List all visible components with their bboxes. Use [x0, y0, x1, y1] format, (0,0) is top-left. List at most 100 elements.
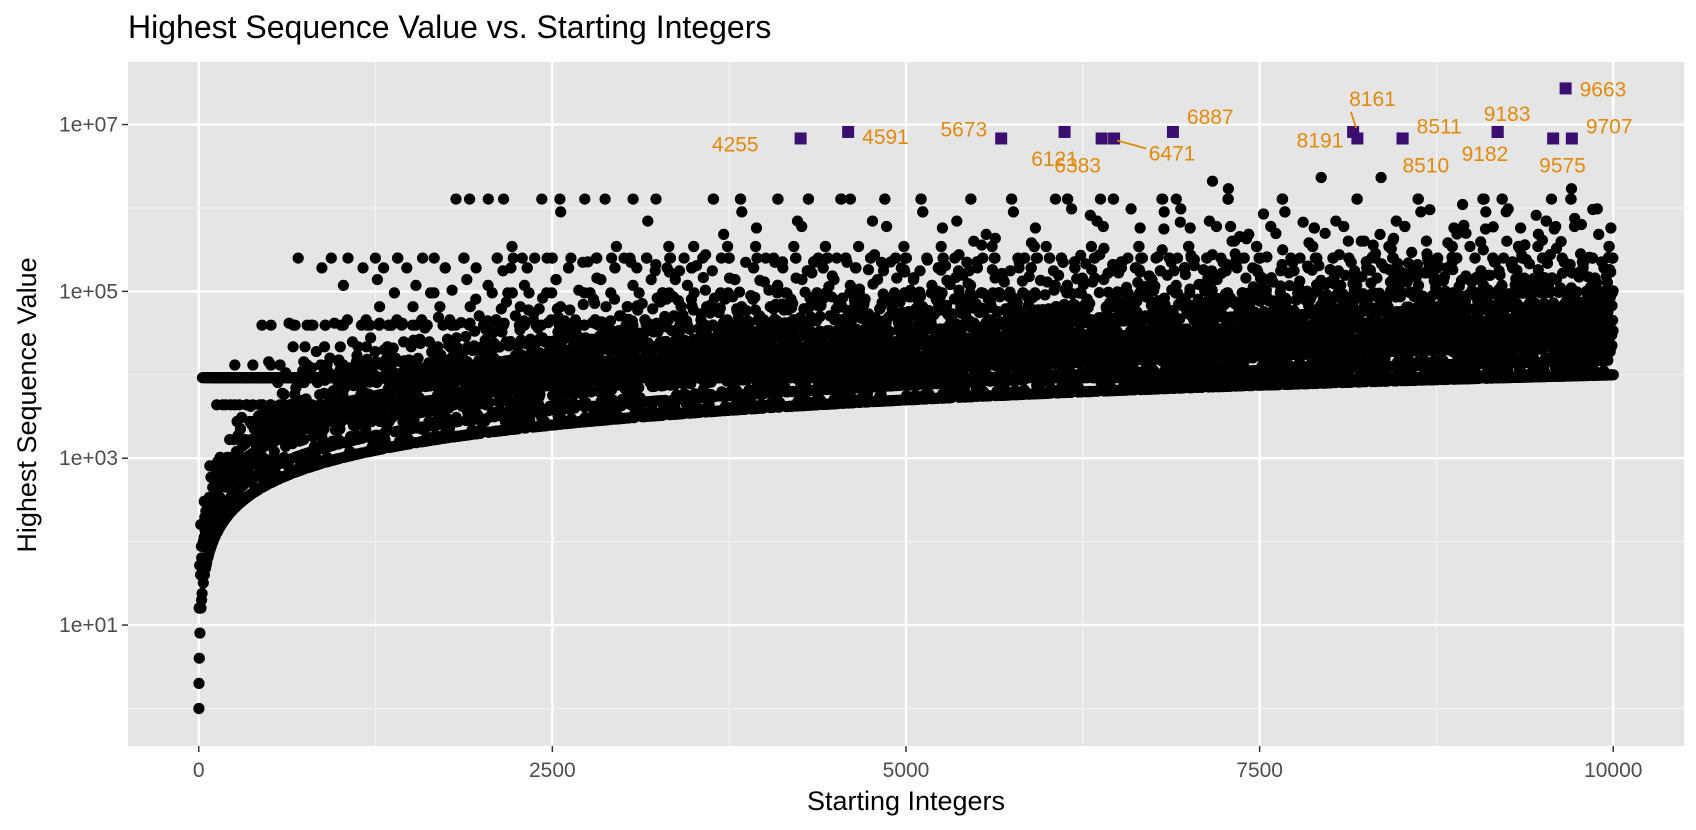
- data-point: [557, 334, 569, 346]
- data-point: [407, 301, 419, 313]
- data-point: [369, 252, 381, 264]
- data-point: [853, 240, 865, 253]
- data-point: [591, 252, 603, 264]
- data-point: [707, 193, 720, 205]
- data-point: [451, 332, 463, 344]
- data-point: [729, 274, 741, 286]
- data-point: [341, 314, 353, 326]
- data-point: [414, 337, 426, 349]
- data-point: [439, 262, 451, 274]
- data-point: [450, 193, 462, 205]
- data-point: [564, 304, 576, 316]
- data-point: [787, 297, 799, 309]
- data-point: [464, 193, 476, 205]
- data-point: [334, 341, 346, 353]
- data-point: [850, 262, 862, 274]
- data-point: [555, 206, 567, 218]
- data-point: [388, 287, 400, 299]
- data-point: [498, 317, 510, 329]
- data-point: [470, 293, 482, 305]
- data-point: [506, 240, 518, 253]
- data-point: [750, 240, 762, 253]
- data-point: [633, 287, 645, 299]
- data-point: [234, 423, 247, 435]
- data-point: [862, 264, 875, 276]
- data-point: [469, 325, 481, 337]
- data-point: [606, 252, 618, 264]
- data-point: [509, 310, 521, 322]
- data-point: [412, 352, 424, 364]
- data-point: [555, 301, 567, 313]
- data-point: [482, 193, 494, 205]
- data-point: [595, 274, 607, 286]
- data-point: [577, 298, 589, 311]
- data-point: [410, 279, 422, 291]
- data-point: [642, 215, 654, 227]
- data-point: [194, 627, 206, 639]
- data-point: [579, 193, 591, 205]
- data-point: [599, 193, 611, 205]
- data-point: [487, 327, 499, 339]
- data-point: [700, 249, 712, 261]
- chart-title: Highest Sequence Value vs. Starting Inte…: [128, 9, 771, 45]
- data-point: [265, 359, 277, 371]
- data-point: [401, 262, 413, 274]
- data-point: [298, 434, 310, 446]
- data-point: [536, 193, 548, 205]
- data-point: [636, 298, 648, 310]
- data-point: [879, 193, 891, 205]
- data-point: [289, 319, 301, 331]
- data-point: [723, 252, 735, 264]
- data-point: [806, 267, 818, 279]
- data-point: [193, 652, 205, 664]
- data-point: [733, 286, 746, 298]
- data-point: [546, 287, 558, 299]
- data-point: [788, 240, 800, 253]
- data-point: [706, 265, 718, 277]
- data-point: [491, 252, 503, 264]
- data-point: [325, 252, 337, 264]
- data-point: [373, 317, 386, 329]
- data-point: [828, 274, 840, 286]
- data-point: [423, 336, 435, 348]
- data-point: [802, 193, 815, 205]
- data-point: [688, 287, 700, 299]
- data-point: [324, 352, 336, 364]
- point-series-all: [193, 171, 1619, 715]
- data-point: [319, 319, 331, 331]
- data-point: [229, 359, 241, 371]
- data-point: [673, 265, 686, 277]
- data-point: [486, 287, 498, 299]
- data-point: [360, 341, 372, 353]
- data-point: [853, 283, 866, 295]
- data-point: [337, 279, 349, 291]
- data-point: [265, 319, 277, 331]
- data-point: [195, 602, 207, 614]
- data-point: [292, 252, 304, 264]
- data-point: [268, 445, 280, 458]
- data-point: [374, 301, 386, 313]
- data-point: [434, 301, 446, 313]
- data-point: [505, 262, 517, 274]
- data-point: [500, 296, 512, 308]
- data-point: [621, 301, 634, 313]
- data-point: [461, 274, 473, 286]
- data-point: [718, 228, 730, 240]
- data-point: [819, 240, 832, 253]
- data-point: [890, 252, 902, 264]
- data-point: [627, 193, 639, 205]
- data-point: [428, 287, 440, 299]
- data-point: [287, 341, 299, 353]
- data-point: [428, 252, 440, 264]
- data-point: [589, 297, 601, 309]
- data-point: [506, 287, 518, 299]
- data-point: [516, 252, 528, 264]
- data-point: [735, 193, 747, 205]
- data-point: [521, 262, 533, 274]
- data-point: [633, 382, 645, 394]
- data-point: [369, 346, 381, 358]
- data-point: [650, 193, 662, 205]
- data-point: [749, 291, 761, 303]
- data-point: [507, 252, 519, 264]
